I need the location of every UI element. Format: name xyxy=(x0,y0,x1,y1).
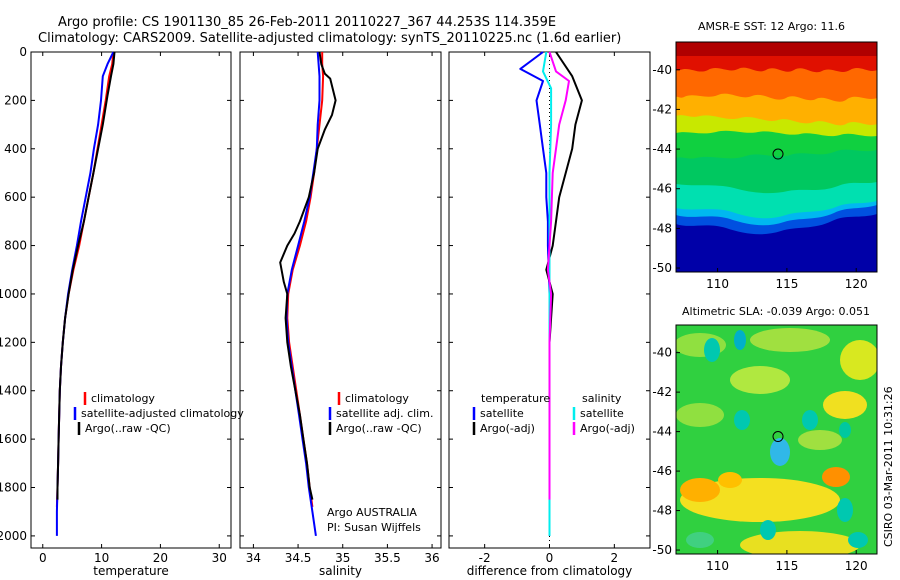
x-tick-label: 36 xyxy=(424,551,439,565)
legend-header-salinity: salinity xyxy=(582,392,622,405)
sla_map-y-tick-label: -48 xyxy=(652,504,672,518)
x-tick-label: 20 xyxy=(153,551,168,565)
legend-label: Argo(..raw -QC) xyxy=(336,422,422,435)
sla_map-y-tick-label: -40 xyxy=(652,346,672,360)
sla_map-x-tick-label: 120 xyxy=(845,559,868,573)
sst-map-title: AMSR-E SST: 12 Argo: 11.6 xyxy=(698,20,845,33)
sst_map-y-tick-label: -48 xyxy=(652,221,672,235)
sla_map-y-tick-label: -44 xyxy=(652,425,672,439)
legend-label: Argo(-adj) xyxy=(580,422,635,435)
sla-map-frame xyxy=(675,324,878,555)
figure-title-line1: Argo profile: CS 1901130_85 26-Feb-2011 … xyxy=(58,15,556,30)
difference-legend: temperature salinity satellite Argo(-adj… xyxy=(472,392,635,435)
y-tick-label: 2000 xyxy=(0,529,27,543)
figure-title-line2: Climatology: CARS2009. Satellite-adjuste… xyxy=(38,31,621,46)
x-tick-label: 0 xyxy=(546,551,554,565)
y-tick-label: 1800 xyxy=(0,481,27,495)
salinity-x-axis-label: salinity xyxy=(319,564,362,578)
x-tick-label: 10 xyxy=(94,551,109,565)
legend-label: satellite xyxy=(580,407,624,420)
temperature-series-climatology xyxy=(55,51,115,507)
salinity-axes-frame xyxy=(239,51,442,549)
salinity-series-satellite-adj-clim- xyxy=(285,51,321,537)
y-tick-label: 1400 xyxy=(0,384,27,398)
y-tick-label: 600 xyxy=(4,190,27,204)
sst_map-y-tick-label: -46 xyxy=(652,182,672,196)
sst_map-x-tick-label: 115 xyxy=(775,277,798,291)
temperature-x-axis-label: temperature xyxy=(93,564,168,578)
legend-label: climatology xyxy=(345,392,409,405)
legend-label: Argo(..raw -QC) xyxy=(85,422,171,435)
sst_map-y-tick-label: -40 xyxy=(652,63,672,77)
map-axes: 110 115 120 -40 -42 -44 -46 -48 -50 110 115 120 -40 -… xyxy=(652,63,867,573)
legend-header-temperature: temperature xyxy=(481,392,550,405)
x-tick-label: 35.5 xyxy=(374,551,401,565)
sst_map-x-tick-label: 120 xyxy=(845,277,868,291)
x-tick-label: 2 xyxy=(611,551,619,565)
sla-map-title: Altimetric SLA: -0.039 Argo: 0.051 xyxy=(682,305,870,318)
legend-label: satellite adj. clim. xyxy=(336,407,433,420)
agency-label: Argo AUSTRALIA xyxy=(327,506,417,519)
y-tick-label: 1000 xyxy=(0,287,27,301)
sst-map-frame xyxy=(675,41,878,273)
sla-heatmap xyxy=(676,325,877,554)
sst_map-y-tick-label: -50 xyxy=(652,261,672,275)
difference-series-salinity-argo-adj- xyxy=(546,51,570,500)
difference-series-temperature-satellite xyxy=(519,51,551,536)
x-tick-label: 34 xyxy=(246,551,261,565)
x-tick-label: 0 xyxy=(39,551,47,565)
legend-label: satellite-adjusted climatology xyxy=(81,407,244,420)
temperature-series-satellite-adjusted-climatology xyxy=(55,51,115,536)
salinity-series-argo-raw-qc- xyxy=(279,51,337,500)
y-tick-label: 200 xyxy=(4,93,27,107)
difference-x-axis-label: difference from climatology xyxy=(467,564,633,578)
temperature-legend: climatology satellite-adjusted climatolo… xyxy=(73,392,244,435)
salinity-plot: 34 34.5 35 35.5 36 salinity xyxy=(239,51,442,578)
timestamp-stamp: CSIRO 03-Mar-2011 10:31:26 xyxy=(882,386,895,547)
salinity-legend: climatology satellite adj. clim. Argo(..… xyxy=(327,392,433,534)
sst_map-y-tick-label: -42 xyxy=(652,102,672,116)
sla_map-x-tick-label: 110 xyxy=(706,559,729,573)
temperature-plot: 0 10 20 30 temperature 0 200 400 600 800 1000 1200 1… xyxy=(0,45,232,578)
legend-label: Argo(-adj) xyxy=(480,422,535,435)
legend-label: satellite xyxy=(480,407,524,420)
sla_map-y-tick-label: -46 xyxy=(652,464,672,478)
legend-label: climatology xyxy=(91,392,155,405)
pi-label: PI: Susan Wijffels xyxy=(327,521,421,534)
temperature-axes-frame xyxy=(30,51,232,549)
x-tick-label: 34.5 xyxy=(285,551,312,565)
x-tick-label: 30 xyxy=(212,551,227,565)
sla_map-x-tick-label: 115 xyxy=(775,559,798,573)
sst-heatmap xyxy=(676,42,877,272)
sst_map-x-tick-label: 110 xyxy=(706,277,729,291)
y-tick-label: 0 xyxy=(19,45,27,59)
y-tick-label: 800 xyxy=(4,239,27,253)
y-tick-label: 1200 xyxy=(0,335,27,349)
sst_map-float-position-marker xyxy=(772,148,784,160)
sst_map-y-tick-label: -44 xyxy=(652,142,672,156)
sla_map-y-tick-label: -42 xyxy=(652,385,672,399)
x-tick-label: -2 xyxy=(479,551,491,565)
x-tick-label: 35 xyxy=(335,551,350,565)
y-tick-label: 1600 xyxy=(0,432,27,446)
temperature-series-argo-raw-qc- xyxy=(56,51,116,500)
sla_map-y-tick-label: -50 xyxy=(652,543,672,557)
sla_map-float-position-marker xyxy=(772,431,784,443)
y-tick-label: 400 xyxy=(4,142,27,156)
